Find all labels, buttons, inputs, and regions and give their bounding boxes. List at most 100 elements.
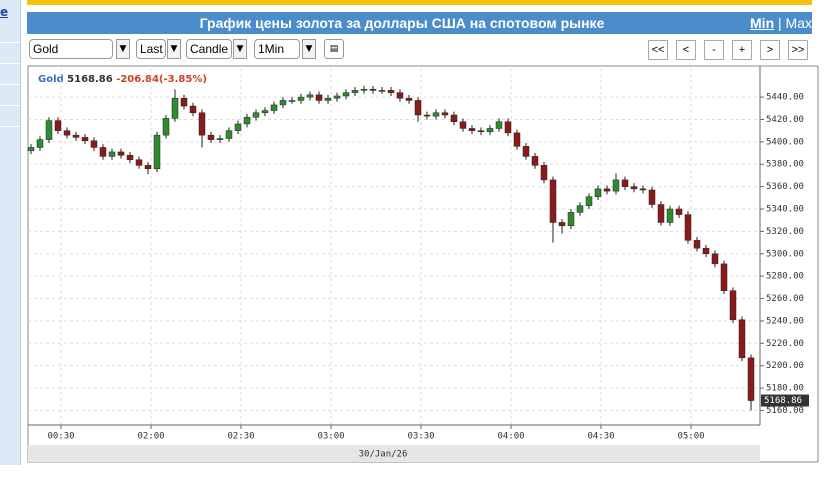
candle-body	[27, 147, 35, 152]
x-tick-label: 00:30	[47, 432, 74, 442]
y-tick-label: 5220.00	[766, 339, 804, 349]
candle-body	[126, 155, 134, 161]
candle-body	[333, 95, 341, 99]
price-select[interactable]: Last	[136, 39, 166, 59]
y-tick-label: 5320.00	[766, 227, 804, 237]
candle-body	[351, 90, 359, 93]
candle-body	[153, 134, 161, 169]
sidebar-item	[0, 106, 20, 127]
candle-body	[189, 105, 197, 114]
x-tick-label: 04:30	[587, 432, 614, 442]
candle-body	[360, 89, 368, 91]
candle-body	[657, 204, 665, 223]
chart-type-select[interactable]: Candle	[186, 39, 232, 59]
min-max: Min | Max	[750, 15, 812, 31]
candle-body	[234, 123, 242, 131]
candle-body	[540, 165, 548, 181]
candle-body	[117, 151, 125, 156]
candle-body	[207, 134, 215, 140]
candle-body	[522, 146, 530, 157]
candle-body	[180, 97, 188, 107]
candle-body	[63, 130, 71, 136]
y-tick-label: 5260.00	[766, 294, 804, 304]
candle-body	[90, 140, 98, 148]
x-tick-label: 02:30	[227, 432, 254, 442]
candle-body	[504, 121, 512, 134]
sidebar-link[interactable]: e	[0, 5, 9, 19]
y-tick-label: 5300.00	[766, 249, 804, 259]
candle-body	[621, 179, 629, 187]
legend-change: -206.84(-3.85%)	[116, 74, 207, 85]
sidebar-item	[0, 64, 20, 85]
title-bar: График цены золота за доллары США на спо…	[27, 12, 812, 34]
date-band	[28, 445, 760, 462]
sidebar-item	[0, 43, 20, 64]
candle-body	[135, 159, 143, 166]
candle-body	[252, 112, 260, 118]
candle-body	[702, 247, 710, 255]
candle-body	[369, 89, 377, 91]
sidebar-item	[0, 85, 20, 106]
interval-select[interactable]: 1Min	[254, 39, 300, 59]
dropdown-arrow[interactable]: ▼	[233, 39, 247, 59]
x-tick-label: 03:00	[317, 432, 344, 442]
legend-price: 5168.86	[67, 74, 113, 85]
candle-body	[270, 104, 278, 111]
candle-body	[306, 94, 314, 98]
candle-body	[495, 121, 503, 129]
chart-title: График цены золота за доллары США на спо…	[199, 15, 605, 31]
candle-body	[531, 156, 539, 166]
y-tick-label: 5340.00	[766, 205, 804, 215]
candle-body	[162, 118, 170, 136]
candle-body	[558, 222, 566, 227]
y-tick-label: 5400.00	[766, 137, 804, 147]
dropdown-arrow[interactable]: ▼	[167, 39, 181, 59]
candle-body	[711, 253, 719, 265]
candle-body	[378, 90, 386, 92]
y-tick-label: 5180.00	[766, 384, 804, 394]
sidebar-item	[0, 22, 20, 43]
y-tick-label: 5280.00	[766, 272, 804, 282]
candle-body	[468, 128, 476, 131]
candle-body	[297, 96, 305, 101]
candle-body	[432, 112, 440, 117]
candle-body	[72, 134, 80, 138]
y-tick-label: 5420.00	[766, 115, 804, 125]
dropdown-arrow[interactable]: ▼	[116, 39, 130, 59]
settings-button[interactable]: ▤	[324, 39, 344, 59]
nav-button[interactable]: -	[704, 40, 724, 60]
candle-body	[612, 179, 620, 192]
candle-body	[576, 205, 584, 213]
candle-body	[243, 116, 251, 125]
dropdown-arrow[interactable]: ▼	[302, 39, 316, 59]
nav-button[interactable]: <	[676, 40, 696, 60]
candle-body	[666, 208, 674, 223]
candle-body	[54, 120, 62, 131]
candle-body	[693, 240, 701, 249]
candle-body	[225, 130, 233, 139]
candle-body	[414, 100, 422, 116]
date-label: 30/Jan/26	[359, 450, 408, 460]
nav-button[interactable]: <<	[648, 40, 668, 60]
nav-button[interactable]: +	[732, 40, 752, 60]
candle-body	[396, 92, 404, 99]
candle-body	[747, 357, 755, 401]
candle-body	[477, 130, 485, 133]
candle-body	[549, 179, 557, 223]
x-tick-label: 05:00	[677, 432, 704, 442]
symbol-select[interactable]: Gold	[29, 39, 113, 59]
nav-button[interactable]: >	[760, 40, 780, 60]
candle-body	[45, 120, 53, 140]
candle-body	[279, 100, 287, 106]
candle-body	[387, 90, 395, 93]
max-link[interactable]: Max	[785, 15, 812, 31]
candle-body	[342, 92, 350, 97]
candle-body	[441, 112, 449, 116]
min-link[interactable]: Min	[750, 15, 775, 31]
candle-body	[423, 114, 431, 117]
nav-button[interactable]: >>	[788, 40, 808, 60]
candle-body	[450, 114, 458, 122]
legend-name: Gold	[38, 74, 64, 85]
